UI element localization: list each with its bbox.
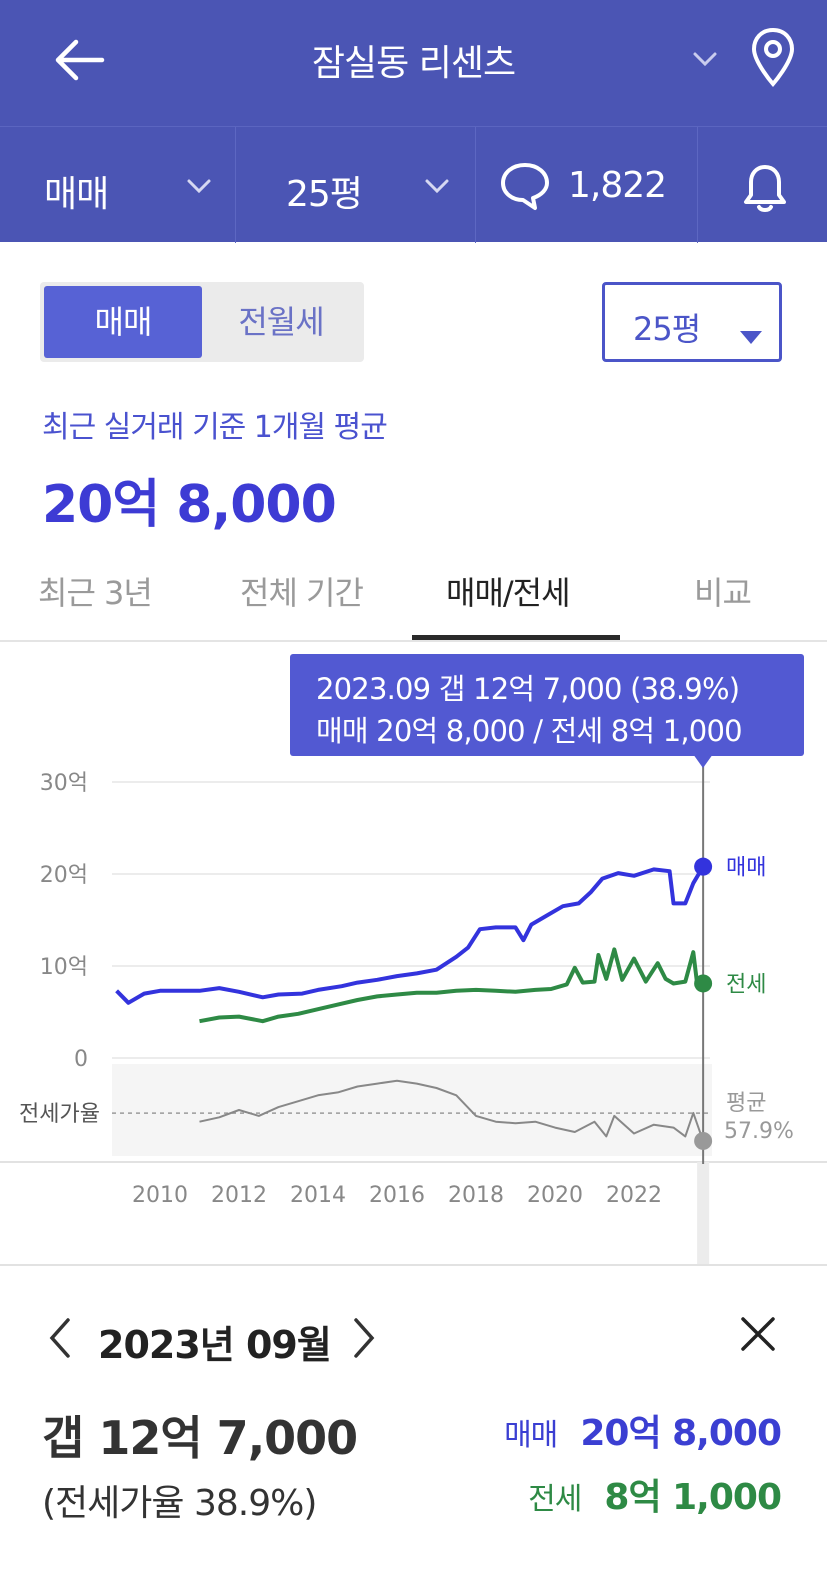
prev-month-button[interactable] [44, 1316, 76, 1360]
bell-icon[interactable] [738, 161, 792, 215]
x-tick-label: 2020 [527, 1183, 583, 1208]
price-chart[interactable]: 30억 20억 10억 0 전세가율 2010 2012 2014 2016 2018 2020 20… [0, 644, 827, 1268]
average-price: 20억 8,000 [42, 475, 337, 535]
close-button[interactable] [738, 1314, 778, 1354]
size-select[interactable]: 25평 [602, 282, 782, 362]
x-tick-label: 2016 [369, 1183, 425, 1208]
y-tick-label: 30억 [40, 771, 88, 796]
tab-compare[interactable]: 비교 [694, 574, 752, 612]
arrow-left-icon [55, 39, 105, 81]
trade-type-dropdown[interactable]: 매매 [0, 127, 236, 243]
sale-label: 매매 [504, 1418, 558, 1453]
active-tab-indicator [412, 635, 620, 640]
back-button[interactable] [48, 30, 112, 94]
sale-value: 20억 8,000 [580, 1413, 782, 1454]
panel-divider [0, 1264, 827, 1266]
selection-track [697, 1162, 710, 1266]
comment-count: 1,822 [568, 165, 667, 206]
y-tick-label: 0 [74, 1047, 88, 1072]
chevron-down-icon [184, 171, 214, 201]
speech-bubble-icon [498, 159, 552, 213]
jeonse-ratio: (전세가율 38.9%) [42, 1483, 317, 1524]
chart-tooltip: 2023.09 갭 12억 7,000 (38.9%) 매매 20억 8,000… [290, 654, 804, 756]
next-month-button[interactable] [348, 1316, 380, 1360]
ratio-series-line [199, 1079, 705, 1142]
comments-button[interactable]: 1,822 [476, 127, 698, 243]
sale-end-label: 매매 [726, 856, 766, 881]
x-tick-label: 2018 [448, 1183, 504, 1208]
filter-bar: 매매 25평 1,822 [0, 126, 827, 243]
jeonse-end-label: 전세 [726, 972, 766, 997]
jeonse-point-marker [694, 974, 713, 993]
x-tick-label: 2014 [290, 1183, 346, 1208]
tooltip-line-2: 매매 20억 8,000 / 전세 8억 1,000 [316, 714, 743, 748]
ratio-point-marker [694, 1131, 713, 1150]
location-pin-icon[interactable] [748, 26, 798, 90]
jeonse-value: 8억 1,000 [604, 1477, 782, 1518]
tab-all-period[interactable]: 전체 기간 [240, 574, 364, 612]
tab-recent-3y[interactable]: 최근 3년 [38, 574, 153, 612]
segment-rent[interactable]: 전월세 [238, 303, 324, 341]
x-tick-label: 2010 [132, 1183, 188, 1208]
chevron-left-icon [49, 1318, 70, 1358]
caret-down-icon [739, 316, 763, 344]
chevron-right-icon [354, 1318, 375, 1358]
x-tick-label: 2012 [211, 1183, 267, 1208]
tooltip-line-1: 2023.09 갭 12억 7,000 (38.9%) [316, 672, 740, 706]
jeonse-series-line [199, 947, 704, 1024]
jeonse-price-row: 전세 8억 1,000 [528, 1468, 782, 1520]
tooltip-arrow [693, 754, 713, 768]
ratio-average-label: 평균 [726, 1091, 766, 1116]
x-tick-label: 2022 [606, 1183, 662, 1208]
app-header: 잠실동 리센츠 [0, 0, 827, 126]
average-label: 최근 실거래 기준 1개월 평균 [42, 410, 388, 445]
sale-point-marker [694, 857, 713, 876]
gap-amount: 갭 12억 7,000 [42, 1411, 358, 1465]
ratio-axis-label: 전세가율 [19, 1102, 100, 1127]
page-title[interactable]: 잠실동 리센츠 [311, 43, 516, 84]
tab-sale-jeonse[interactable]: 매매/전세 [446, 574, 571, 612]
sale-price-row: 매매 20억 8,000 [504, 1404, 782, 1456]
y-tick-label: 20억 [40, 863, 88, 888]
size-label: 25평 [286, 174, 363, 215]
ratio-band [112, 1064, 712, 1156]
period-tabs: 최근 3년 전체 기간 매매/전세 비교 [0, 544, 827, 642]
size-dropdown[interactable]: 25평 [236, 127, 476, 243]
size-select-value: 25평 [633, 310, 701, 348]
chevron-down-icon[interactable] [690, 44, 720, 74]
trade-segmented-control: 매매 전월세 [40, 282, 364, 362]
price-chart-svg: 30억 20억 10억 0 전세가율 2010 2012 2014 2016 2018 2020 20… [0, 766, 827, 1266]
selected-month: 2023년 09월 [98, 1323, 332, 1367]
ratio-average-value: 57.9% [724, 1119, 794, 1144]
chevron-down-icon [422, 171, 452, 201]
segment-sale[interactable]: 매매 [44, 286, 202, 358]
jeonse-label: 전세 [528, 1482, 582, 1517]
close-icon [741, 1317, 775, 1351]
y-tick-label: 10억 [40, 955, 88, 980]
trade-type-label: 매매 [44, 174, 109, 215]
sale-series-line [115, 865, 705, 1005]
